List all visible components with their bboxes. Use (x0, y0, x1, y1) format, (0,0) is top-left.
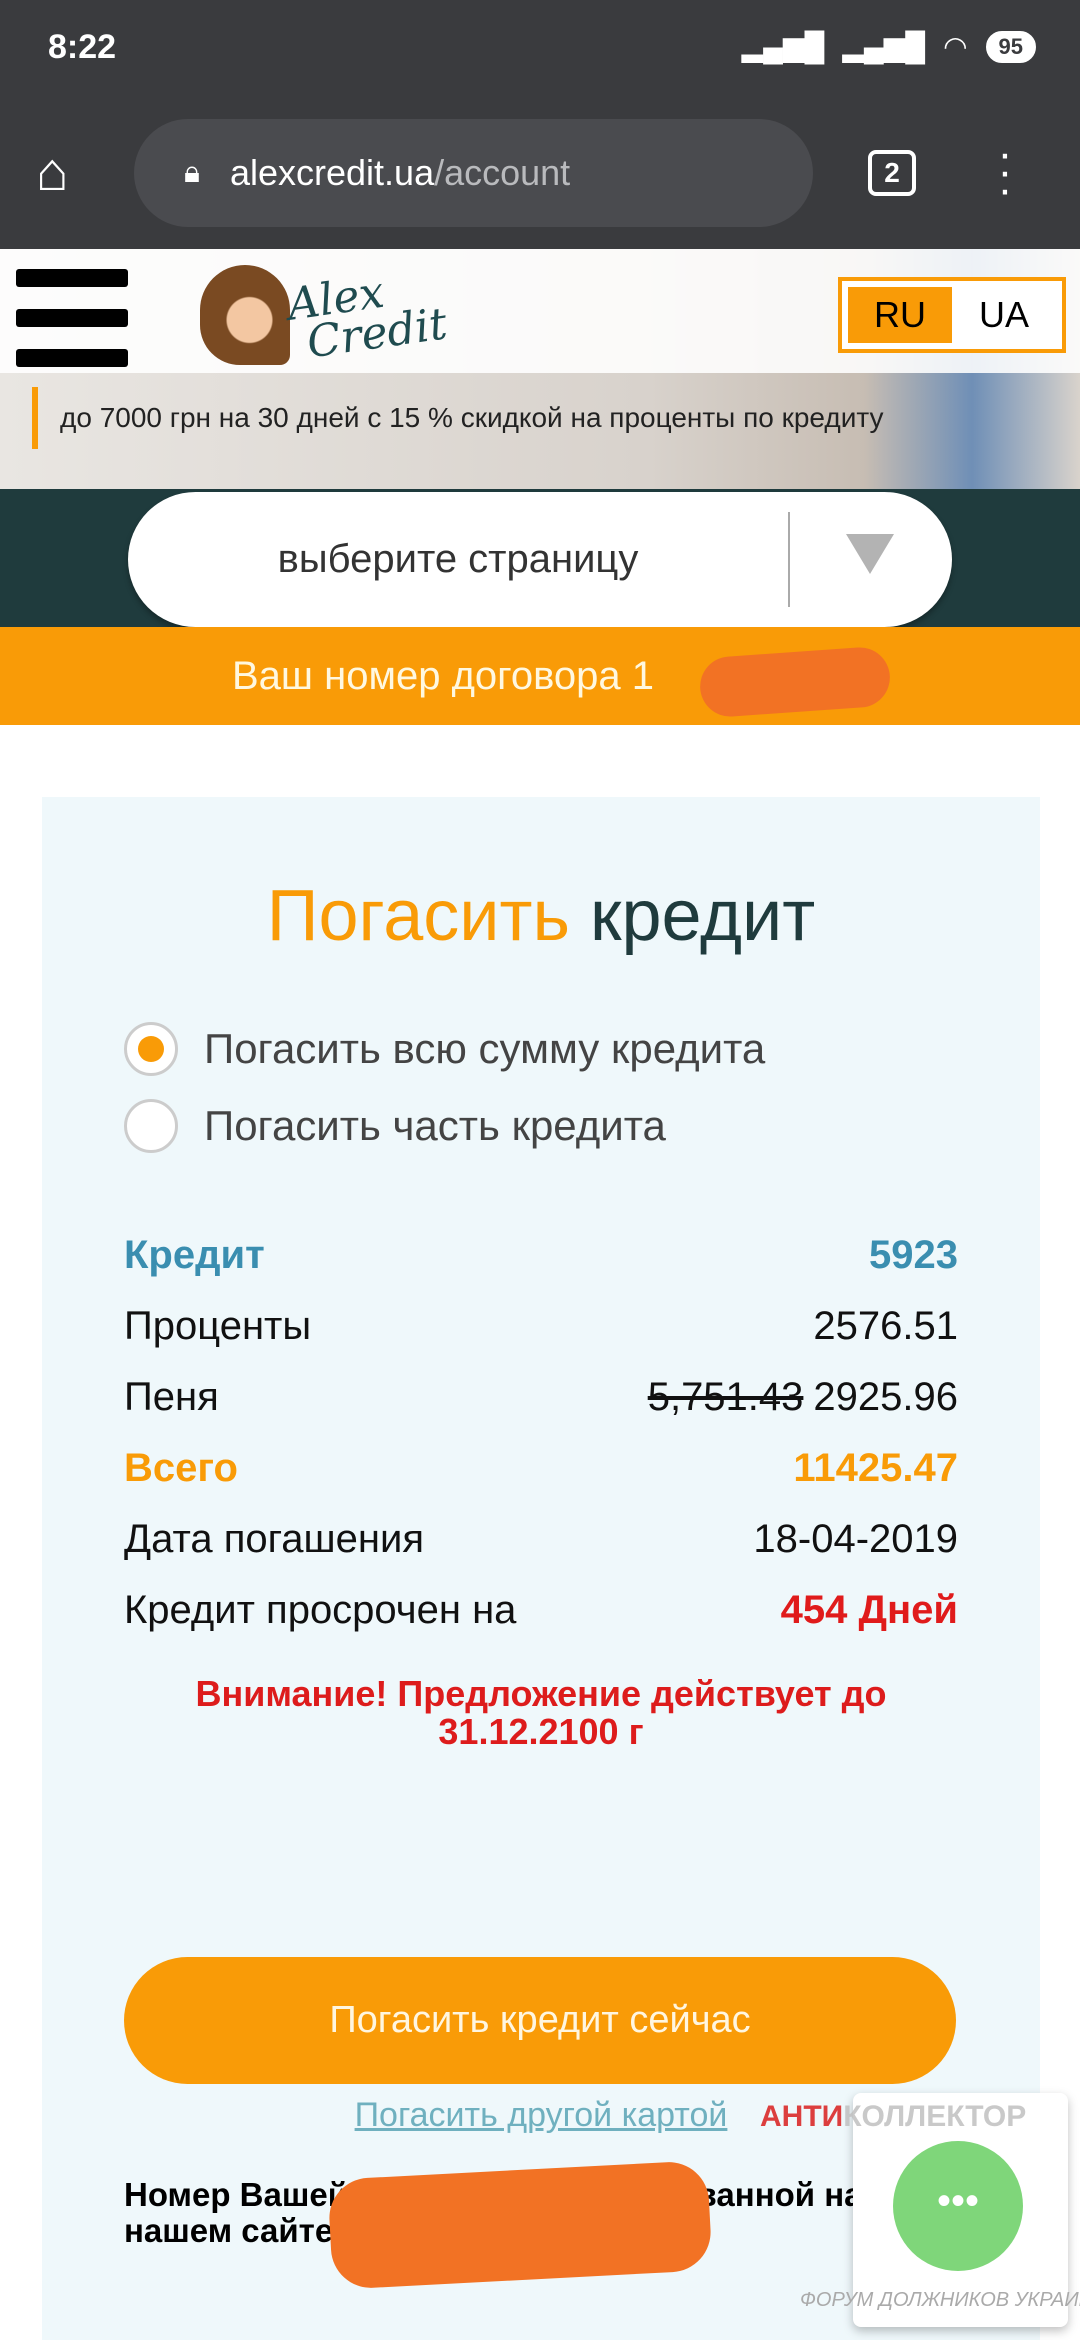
site-header: Alex Credit RU UA (0, 249, 1080, 373)
status-bar: 8:22 ▂▄▆█ ▂▄▆█ ◠ 95 (0, 0, 1080, 97)
row-value: 2925.96 (813, 1375, 958, 1419)
row-label: Кредит просрочен на (124, 1588, 517, 1632)
home-icon[interactable]: ⌂ (36, 142, 69, 202)
redaction (327, 2160, 713, 2290)
browser-toolbar: ⌂ 🔒︎ alexcredit.ua/account 2 · · · (0, 97, 1080, 249)
link-text[interactable]: Погасить другой картой (354, 2096, 728, 2134)
page-title: Погасить кредит (42, 875, 1040, 957)
watermark-grey: КОЛЛЕКТОР (843, 2100, 1027, 2133)
signal-icon: ▂▄▆█ (741, 31, 825, 62)
logo-mascot (200, 265, 290, 365)
radio-checked-icon[interactable] (124, 1022, 178, 1076)
page-select-label: выберите страницу (277, 537, 639, 581)
row-label: Всего (124, 1446, 238, 1490)
note-line: нашем сайте: (124, 2212, 345, 2249)
row-label: Кредит (124, 1233, 265, 1277)
status-icons: ▂▄▆█ ▂▄▆█ ◠ 95 (742, 30, 1036, 63)
divider (788, 512, 790, 607)
row-value: 454 Дней (780, 1588, 958, 1632)
row-credit: Кредит 5923 (124, 1233, 958, 1278)
radio-partial-amount[interactable]: Погасить часть кредита (124, 1099, 666, 1153)
old-value: 5,751.43 (647, 1375, 804, 1419)
offer-warning: Внимание! Предложение действует до 31.12.… (42, 1675, 1040, 1751)
clock: 8:22 (48, 28, 117, 66)
radio-full-amount[interactable]: Погасить всю сумму кредита (124, 1022, 765, 1076)
watermark: АНТИКОЛЛЕКТОР (760, 2100, 1026, 2134)
tab-switcher-button[interactable]: 2 (868, 150, 916, 196)
radio-label: Погасить часть кредита (204, 1102, 666, 1149)
wifi-icon: ◠ (943, 31, 968, 62)
pay-now-button[interactable]: Погасить кредит сейчас (124, 1957, 956, 2084)
language-switcher: RU UA (838, 277, 1066, 353)
chat-bubble-icon[interactable]: ••• (893, 2141, 1023, 2271)
row-value: 18-04-2019 (753, 1517, 958, 1561)
lang-ru[interactable]: RU (848, 287, 952, 343)
promo-text: до 7000 грн на 30 дней с 15 % скидкой на… (32, 387, 884, 449)
logo-text: Alex Credit (284, 266, 451, 371)
contract-number-bar: Ваш номер договора 1 (0, 627, 1080, 725)
watermark-red: АНТИ (760, 2100, 844, 2133)
url-path: /account (434, 152, 571, 193)
contract-number: Ваш номер договора 1 (232, 654, 655, 698)
signal-icon: ▂▄▆█ (842, 31, 926, 62)
warning-line: Внимание! Предложение действует до (195, 1673, 887, 1714)
row-value: 11425.47 (793, 1446, 958, 1490)
radio-label: Погасить всю сумму кредита (204, 1025, 766, 1072)
lock-icon: 🔒︎ (184, 156, 200, 189)
dropdown-arrow-icon[interactable] (846, 534, 894, 574)
row-total: Всего 11425.47 (124, 1446, 958, 1491)
row-label: Пеня (124, 1375, 219, 1419)
row-value: 2576.51 (813, 1304, 958, 1348)
row-penalty: Пеня 5,751.43 2925.96 (124, 1375, 958, 1420)
url-domain: alexcredit.ua (229, 152, 435, 193)
pay-other-card-link[interactable]: Погасить другой картой (42, 2095, 1040, 2135)
row-label: Проценты (124, 1304, 312, 1348)
title-accent: Погасить (266, 876, 570, 956)
page-nav: выберите страницу (0, 489, 1080, 627)
radio-unchecked-icon[interactable] (124, 1099, 178, 1153)
warning-line: 31.12.2100 г (438, 1711, 644, 1752)
more-menu-icon[interactable]: · · · (997, 129, 1013, 214)
battery-icon: 95 (985, 30, 1036, 63)
watermark-subtitle: ФОРУМ ДОЛЖНИКОВ УКРАИНЫ (800, 2289, 1080, 2311)
row-due-date: Дата погашения 18-04-2019 (124, 1517, 958, 1562)
payment-card: Погасить кредит Погасить всю сумму креди… (42, 797, 1040, 2340)
row-interest: Проценты 2576.51 (124, 1304, 958, 1349)
row-value: 5923 (869, 1233, 958, 1277)
row-overdue: Кредит просрочен на 454 Дней (124, 1588, 958, 1633)
hamburger-menu-icon[interactable] (16, 269, 128, 389)
address-bar[interactable]: 🔒︎ alexcredit.ua/account (134, 119, 813, 227)
page-select[interactable]: выберите страницу (128, 492, 952, 627)
row-label: Дата погашения (124, 1517, 424, 1561)
lang-ua[interactable]: UA (978, 294, 1029, 335)
chat-widget[interactable]: ••• (853, 2093, 1068, 2327)
logo[interactable]: Alex Credit (200, 265, 450, 368)
title-rest: кредит (590, 876, 816, 956)
